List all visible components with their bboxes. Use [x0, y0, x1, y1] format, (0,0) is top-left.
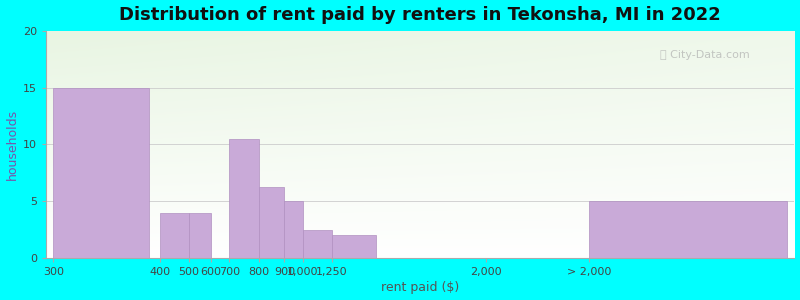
Bar [258, 187, 284, 258]
Y-axis label: households: households [6, 109, 18, 180]
Bar [54, 88, 149, 258]
Bar [284, 201, 302, 258]
Bar [230, 139, 258, 258]
Text: ⓘ City-Data.com: ⓘ City-Data.com [660, 50, 750, 60]
Bar [160, 213, 189, 258]
Bar [189, 213, 211, 258]
Bar [332, 236, 376, 258]
Title: Distribution of rent paid by renters in Tekonsha, MI in 2022: Distribution of rent paid by renters in … [119, 6, 721, 24]
Bar [302, 230, 332, 258]
Bar [589, 201, 787, 258]
X-axis label: rent paid ($): rent paid ($) [381, 281, 459, 294]
